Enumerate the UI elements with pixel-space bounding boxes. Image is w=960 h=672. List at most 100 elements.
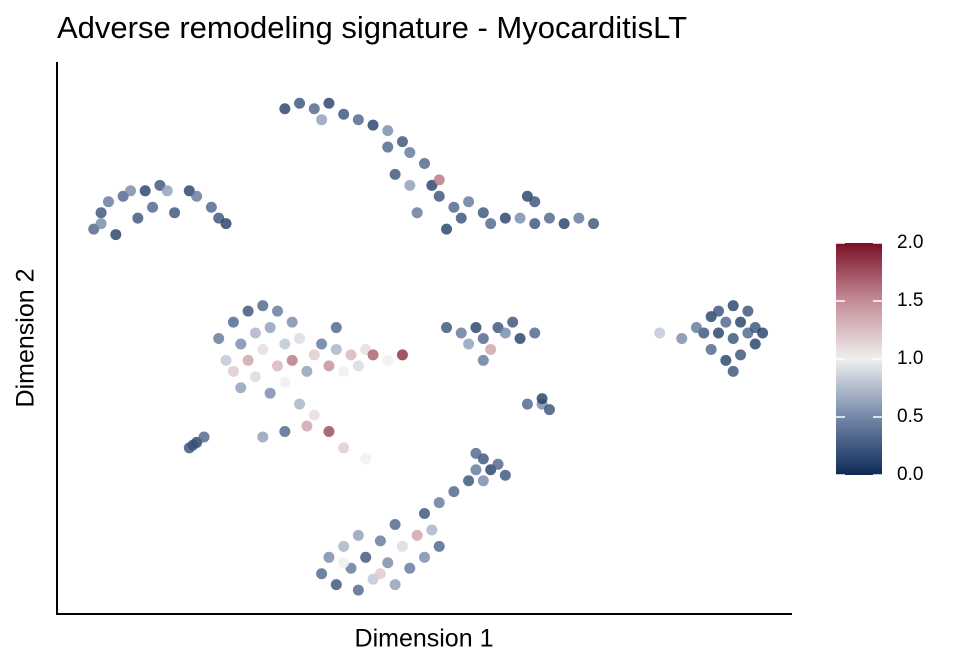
colorbar-tick-label: 1.0 (897, 348, 923, 369)
point (705, 343, 717, 355)
point (169, 207, 181, 219)
point (279, 103, 291, 115)
point (294, 398, 306, 410)
point (264, 387, 276, 399)
point (308, 103, 320, 115)
point (470, 447, 482, 459)
point (345, 349, 357, 361)
x-axis-label: Dimension 1 (355, 625, 494, 653)
point (757, 327, 769, 339)
point (529, 218, 541, 230)
point (433, 540, 445, 552)
colorbar-tick-label: 0.0 (897, 464, 923, 485)
point (727, 333, 739, 344)
point (463, 475, 475, 487)
point (308, 409, 320, 421)
point (301, 420, 313, 432)
point (338, 108, 350, 120)
point (463, 196, 475, 208)
point (286, 316, 298, 328)
y-axis-label: Dimension 2 (12, 269, 40, 408)
point (352, 584, 364, 596)
point (330, 579, 342, 591)
point (272, 305, 283, 317)
point (294, 97, 306, 109)
point (389, 168, 401, 180)
point (330, 343, 342, 355)
point (492, 458, 504, 470)
chart-title: Adverse remodeling signature - Myocardit… (57, 10, 687, 45)
point (529, 327, 541, 339)
point (521, 398, 533, 410)
point (286, 354, 298, 366)
point (95, 218, 107, 230)
point (323, 97, 335, 109)
point (727, 300, 739, 312)
point (374, 568, 386, 580)
point (338, 365, 350, 377)
point (187, 439, 199, 451)
point (294, 333, 306, 344)
point (257, 343, 269, 355)
point (382, 354, 394, 366)
point (330, 322, 342, 334)
point (536, 393, 548, 405)
point (543, 212, 555, 224)
point (367, 349, 379, 361)
point (139, 185, 151, 197)
point (352, 529, 364, 541)
point (316, 338, 328, 350)
point (470, 322, 482, 334)
point (742, 305, 754, 317)
point (338, 442, 350, 454)
point (205, 201, 217, 213)
point (727, 365, 739, 377)
point (338, 557, 350, 569)
point (198, 431, 210, 443)
point (411, 529, 423, 541)
point (529, 196, 541, 208)
point (382, 125, 394, 137)
point (213, 333, 225, 344)
point (279, 376, 291, 388)
point (543, 404, 555, 416)
point (419, 551, 430, 563)
point (389, 518, 401, 530)
point (477, 354, 489, 366)
point (279, 338, 291, 350)
point (360, 453, 372, 465)
point (441, 223, 453, 235)
point (713, 305, 724, 317)
point (713, 327, 724, 339)
point (102, 196, 114, 208)
point (720, 354, 732, 366)
point (477, 207, 489, 219)
point (499, 212, 511, 224)
point (404, 147, 416, 159)
point (558, 218, 570, 230)
point (389, 579, 401, 591)
point (507, 316, 519, 328)
point (360, 551, 372, 563)
point (257, 431, 269, 443)
point (654, 327, 666, 339)
point (257, 300, 269, 312)
point (323, 551, 335, 563)
point (499, 327, 511, 339)
point (323, 360, 335, 372)
point (485, 218, 497, 230)
point (220, 354, 232, 366)
point (235, 338, 247, 350)
point (404, 562, 416, 574)
point (404, 179, 416, 191)
point (749, 338, 761, 350)
point (690, 322, 702, 334)
point (227, 316, 239, 328)
point (316, 568, 328, 580)
point (396, 540, 408, 552)
point (147, 201, 159, 213)
point (720, 316, 732, 328)
point (448, 201, 460, 213)
point (676, 333, 688, 344)
